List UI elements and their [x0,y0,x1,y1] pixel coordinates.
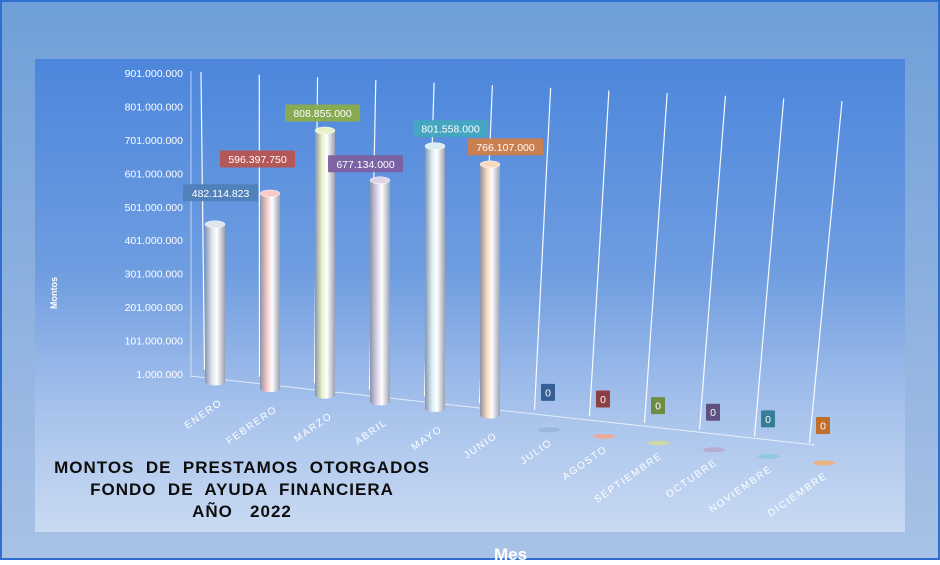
y-tick-label: 1.000.000 [136,369,183,381]
grid-line [201,72,205,370]
x-tick-label: JULIO [519,437,555,467]
x-tick-label: OCTUBRE [664,457,720,500]
data-label: 596.397.750 [228,154,287,166]
x-tick-label: MARZO [292,411,334,445]
chart-title: MONTOS DE PRESTAMOS OTORGADOS FONDO DE A… [32,457,452,523]
data-label: 0 [820,421,826,433]
y-tick-label: 501.000.000 [125,202,184,214]
data-label: 0 [765,414,771,426]
bar-noviembre [758,454,780,459]
x-tick-label: DICIEMBRE [766,470,830,519]
data-label: 0 [600,394,606,406]
grid-line [590,90,609,416]
y-tick-label: 401.000.000 [125,235,184,247]
x-axis-title: Mes [494,545,527,565]
x-tick-label: JUNIO [462,431,499,462]
bar-abril [370,180,390,405]
x-tick-label: MAYO [410,424,445,453]
x-tick-label: FEBRERO [225,404,280,447]
data-label: 0 [710,407,716,419]
bar-top [425,143,445,150]
bar-febrero [260,193,280,392]
data-label: 482.114.823 [192,188,250,200]
bar-diciembre [813,461,835,466]
y-tick-label: 801.000.000 [125,101,184,113]
bar-top [205,221,225,228]
x-tick-label: SEPTIEMBRE [592,451,664,506]
bar-top [370,177,390,184]
y-tick-label: 601.000.000 [125,168,184,180]
bar-octubre [703,447,725,452]
y-tick-label: 901.000.000 [125,68,184,80]
data-label: 677.134.000 [336,159,395,171]
y-tick-label: 101.000.000 [125,336,184,348]
x-tick-label: ENERO [183,397,225,431]
bar-julio [538,427,560,432]
bar-top [315,127,335,134]
x-tick-label: NOVIEMBRE [707,464,774,516]
bar-septiembre [648,441,670,446]
chart-title-line-1: MONTOS DE PRESTAMOS OTORGADOS [32,457,452,479]
data-label: 808.855.000 [293,108,352,120]
y-tick-label: 201.000.000 [125,302,184,314]
grid-line [700,96,726,430]
bar-agosto [593,434,615,439]
y-tick-label: 301.000.000 [125,269,184,281]
data-label: 766.107.000 [476,142,535,154]
x-tick-label: AGOSTO [561,444,610,483]
grid-line [755,98,784,436]
bar-top [260,190,280,197]
floor-line [190,376,815,445]
data-label: 0 [655,401,661,413]
grid-line [645,93,668,423]
x-tick-label: ABRIL [353,417,390,447]
y-axis-title: Montos [49,277,59,309]
y-tick-label: 701.000.000 [125,135,184,147]
bar-mayo [425,146,445,412]
bar-top [480,161,500,168]
data-label: 801.558.000 [421,124,480,136]
chart-title-line-3: AÑO 2022 [32,501,452,523]
grid-line [810,101,843,443]
data-label: 0 [545,387,551,399]
grid-line [535,88,551,410]
bar-junio [480,164,500,418]
bar-enero [205,224,225,385]
chart-title-line-2: FONDO DE AYUDA FINANCIERA [32,479,452,501]
